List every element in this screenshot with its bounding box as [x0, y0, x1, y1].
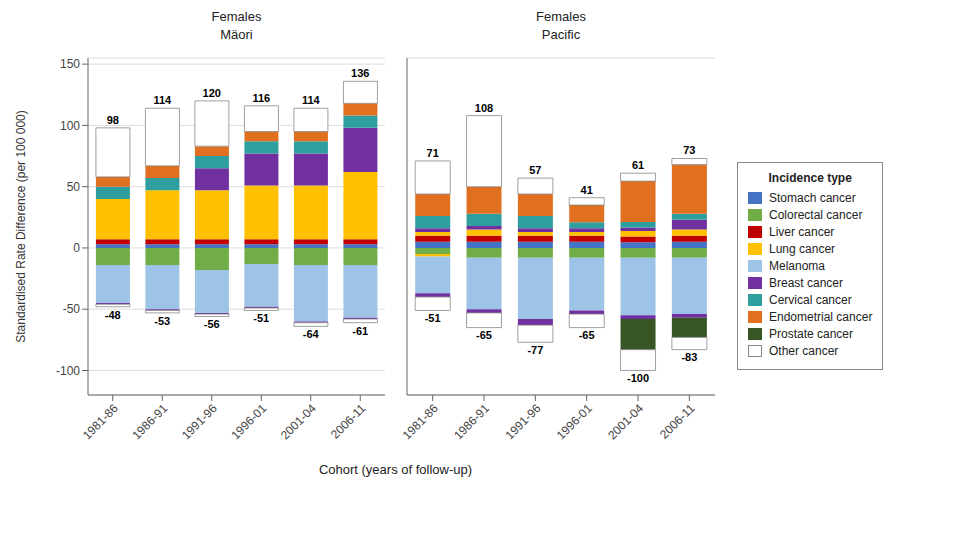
- svg-text:120: 120: [203, 87, 221, 99]
- svg-text:-56: -56: [204, 318, 220, 330]
- svg-text:2001-04: 2001-04: [605, 401, 646, 442]
- html-text:Females: Females: [536, 9, 586, 24]
- html-text:Stomach cancer: Stomach cancer: [769, 190, 856, 205]
- svg-text:1986-91: 1986-91: [451, 401, 492, 442]
- svg-text:150: 150: [60, 57, 80, 71]
- svg-text:2006-11: 2006-11: [657, 401, 698, 442]
- svg-text:-51: -51: [425, 312, 441, 324]
- svg-text:1996-01: 1996-01: [228, 401, 269, 442]
- svg-text:108: 108: [475, 102, 493, 114]
- svg-text:1996-01: 1996-01: [554, 401, 595, 442]
- svg-text:-65: -65: [476, 329, 492, 341]
- svg-text:98: 98: [107, 114, 119, 126]
- html-text:Mäori: Mäori: [220, 27, 253, 42]
- svg-text:1991-96: 1991-96: [502, 401, 543, 442]
- svg-text:-100: -100: [56, 364, 80, 378]
- svg-text:-48: -48: [105, 309, 121, 321]
- html-text:Colorectal cancer: Colorectal cancer: [769, 207, 863, 222]
- html-text:Pacific: Pacific: [541, 27, 581, 42]
- svg-text:116: 116: [252, 92, 270, 104]
- svg-text:-65: -65: [579, 329, 595, 341]
- svg-text:-51: -51: [253, 312, 269, 324]
- svg-text:61: 61: [632, 159, 644, 171]
- svg-text:57: 57: [529, 164, 541, 176]
- html-text:Lung cancer: Lung cancer: [769, 241, 835, 256]
- html-text:Prostate cancer: Prostate cancer: [769, 326, 853, 341]
- svg-text:1981-86: 1981-86: [80, 401, 121, 442]
- html-text:Other cancer: Other cancer: [769, 343, 839, 358]
- svg-text:136: 136: [351, 67, 369, 79]
- svg-text:1986-91: 1986-91: [129, 401, 170, 442]
- svg-text:1991-96: 1991-96: [179, 401, 220, 442]
- svg-text:-61: -61: [352, 325, 368, 337]
- svg-text:2001-04: 2001-04: [278, 401, 319, 442]
- svg-text:-64: -64: [303, 328, 320, 340]
- svg-text:Standardised Rate Difference (: Standardised Rate Difference (per 100 00…: [14, 110, 28, 343]
- html-text:Liver cancer: Liver cancer: [769, 224, 835, 239]
- html-text:Melanoma: Melanoma: [769, 258, 825, 273]
- svg-text:-100: -100: [627, 372, 649, 384]
- html-text:Cervical cancer: Cervical cancer: [769, 292, 852, 307]
- svg-text:-83: -83: [681, 351, 697, 363]
- svg-text:71: 71: [427, 147, 439, 159]
- svg-text:-50: -50: [63, 302, 81, 316]
- html-text:Incidence type: Incidence type: [768, 170, 852, 185]
- svg-text:0: 0: [73, 241, 80, 255]
- svg-text:73: 73: [683, 144, 695, 156]
- svg-text:-77: -77: [527, 344, 543, 356]
- svg-text:114: 114: [153, 94, 172, 106]
- html-text:Females: Females: [211, 9, 262, 24]
- svg-text:1981-86: 1981-86: [400, 401, 441, 442]
- html-text:Endometrial cancer: Endometrial cancer: [769, 309, 873, 324]
- svg-text:2006-11: 2006-11: [328, 401, 369, 442]
- svg-text:41: 41: [581, 184, 593, 196]
- svg-text:50: 50: [67, 180, 81, 194]
- svg-text:100: 100: [60, 119, 80, 133]
- svg-text:-53: -53: [154, 315, 170, 327]
- html-text:Breast cancer: Breast cancer: [769, 275, 843, 290]
- svg-text:114: 114: [302, 94, 321, 106]
- html-text:Cohort (years of follow-up): Cohort (years of follow-up): [318, 462, 473, 477]
